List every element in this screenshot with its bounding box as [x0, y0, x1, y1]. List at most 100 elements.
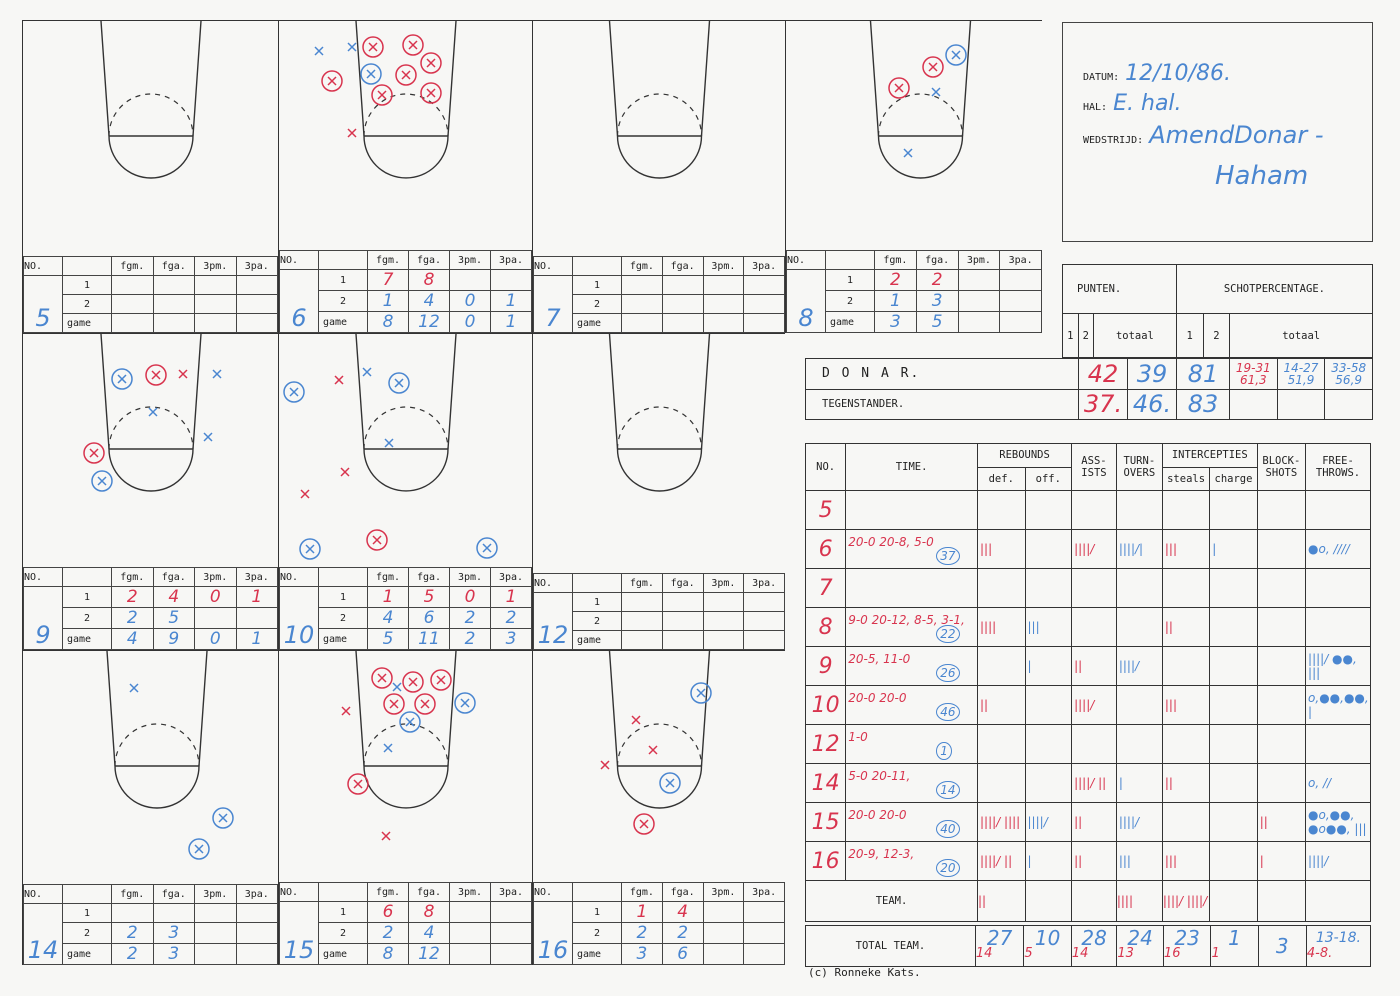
- stat-tally: |||: [1161, 529, 1211, 569]
- half-label: 1: [318, 901, 368, 923]
- total-value: 24 13: [1116, 925, 1164, 967]
- shot-stat-cell: [111, 275, 154, 295]
- made-shot-mark: [383, 693, 405, 715]
- player-number: 9: [804, 646, 847, 686]
- shot-stat-cell: [449, 943, 491, 965]
- shot-stat-cell: [449, 269, 491, 291]
- 3pa-header: 3pa.: [999, 250, 1042, 270]
- shot-stat-cell: [449, 901, 491, 923]
- stat-tally: |||: [1161, 685, 1211, 725]
- no-header: NO.: [279, 882, 319, 902]
- shot-stat-cell: [661, 294, 704, 314]
- stat-tally: [1161, 724, 1211, 764]
- half-label: game: [572, 943, 622, 965]
- shot-stat-cell: 2: [111, 922, 154, 944]
- missed-shot-mark: [383, 743, 393, 753]
- stat-tally: [1256, 490, 1307, 530]
- 3pa-header: 3pa.: [490, 250, 532, 270]
- shot-stat-cell: [235, 903, 278, 923]
- minutes-played: 14: [936, 781, 960, 799]
- total-team-row: TOTAL TEAM. 27 14 10 5 28 14 24 13 23 16 1 1 3 13-18. 4…: [805, 925, 1372, 967]
- 3pm-header: 3pm.: [702, 882, 745, 902]
- playing-time: [845, 568, 978, 608]
- shot-stat-cell: [235, 294, 278, 314]
- missed-shot-mark: [347, 128, 357, 138]
- player-shooting-table: NO. fgm. fga. 3pm. 3pa. 15 1 6 8 2 2 4 game 8 12: [279, 882, 532, 965]
- donar-percentage: 14-27 51,9: [1276, 358, 1326, 390]
- free-throw-circle: [363, 448, 449, 492]
- blank-header: [572, 256, 622, 276]
- playing-time: 9-0 20-12, 8-5, 3-1, 22: [845, 607, 978, 647]
- half-label: 2: [62, 294, 112, 314]
- stats-grid: NO. TIME. REBOUNDS ASS- ISTS TURN- OVERS INTE…: [804, 443, 1371, 922]
- playing-time: 20-0 20-0 46: [845, 685, 978, 725]
- total-game: 1: [1228, 926, 1241, 950]
- shot-stat-cell: [999, 290, 1042, 312]
- half-label: 1: [62, 275, 112, 295]
- score-column-header: 2: [1202, 313, 1231, 358]
- shot-stat-cell: 6: [408, 607, 450, 629]
- stat-tally: [1305, 568, 1371, 608]
- no-header: NO.: [786, 250, 826, 270]
- shot-stat-cell: 8: [367, 311, 409, 333]
- shot-stat-cell: [661, 592, 704, 612]
- free-throw-circle-dashed: [108, 93, 194, 137]
- shot-stat-cell: [702, 611, 745, 631]
- wedstrijd-value-2: Haham: [1215, 161, 1309, 191]
- tegenstander-label: TEGENSTANDER.: [805, 388, 1079, 420]
- court-diagram: [283, 334, 498, 560]
- shot-stat-cell: 2: [111, 607, 154, 629]
- made-shot-mark: [476, 537, 498, 559]
- shot-stat-cell: 2: [490, 607, 532, 629]
- half-label: 1: [572, 592, 622, 612]
- player-number: 12: [804, 724, 847, 764]
- minutes-played: 46: [936, 703, 960, 721]
- 3pa-header: 3pa.: [235, 884, 278, 904]
- stat-tally: ||||/ ||||: [977, 802, 1026, 842]
- team-tally: ||: [977, 880, 1026, 922]
- stat-tally: [1115, 685, 1163, 725]
- court-diagram: [106, 651, 234, 860]
- stat-tally: [1305, 607, 1371, 647]
- total-game: 23: [1174, 926, 1200, 950]
- shot-stat-cell: [490, 943, 532, 965]
- team-tally: [1209, 880, 1258, 922]
- total-team-label: TOTAL TEAM.: [805, 925, 976, 967]
- freethrows-header: FREE- THROWS.: [1305, 443, 1371, 491]
- no-label: NO.: [534, 260, 553, 272]
- total-value: 3: [1257, 925, 1307, 967]
- shot-stat-cell: [235, 607, 278, 629]
- shot-stat-cell: 5: [915, 311, 959, 333]
- datum-label: DATUM:: [1083, 72, 1120, 83]
- shot-stat-cell: [194, 294, 237, 314]
- missed-shot-mark: [340, 467, 350, 477]
- total-first-half: 14: [1071, 946, 1089, 961]
- shot-stat-cell: [702, 313, 745, 333]
- stat-tally: [1256, 724, 1307, 764]
- player-number: 7: [804, 568, 847, 608]
- player-number: 16: [533, 901, 573, 965]
- no-header: NO.: [23, 256, 63, 276]
- opponent-points: 83: [1176, 388, 1230, 420]
- stat-tally: [1209, 841, 1258, 881]
- stat-tally: ●o,●●, ●o●●, |||: [1305, 802, 1371, 842]
- total-value: 10 5: [1023, 925, 1072, 967]
- donar-percentage: 33-58 56,9: [1324, 358, 1373, 390]
- intercepties-header: INTERCEPTIES: [1161, 443, 1258, 468]
- opponent-points: 46.: [1127, 388, 1177, 420]
- donar-points: 42: [1078, 358, 1128, 390]
- stat-tally: [977, 490, 1026, 530]
- shot-stat-cell: [743, 275, 785, 295]
- stat-tally: [1256, 529, 1307, 569]
- wedstrijd-value: AmendDonar -: [1149, 121, 1324, 149]
- shot-stat-cell: [235, 943, 278, 965]
- shot-stat-cell: [743, 294, 785, 314]
- lane-lines: [106, 651, 208, 767]
- team-tally: [1024, 880, 1073, 922]
- lane-lines: [355, 334, 457, 450]
- half-label: game: [318, 311, 368, 333]
- shot-stat-cell: 8: [367, 943, 409, 965]
- time-segments: 20-9, 12-3,: [848, 847, 915, 861]
- stat-tally: [977, 724, 1026, 764]
- half-label: 2: [318, 290, 368, 312]
